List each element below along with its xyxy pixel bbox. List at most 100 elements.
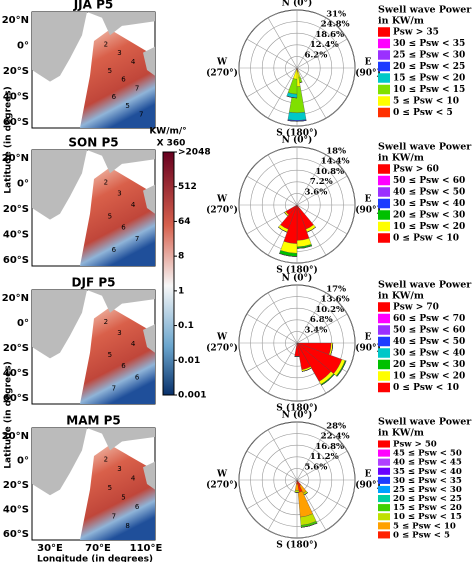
contour-label: 4: [131, 340, 136, 348]
petal-segment: [294, 490, 300, 493]
dir-label: (90°): [355, 480, 381, 491]
legend-swatch: [378, 61, 390, 72]
land-india: [87, 428, 155, 451]
contour-label: 2: [104, 40, 108, 48]
land-india: [87, 290, 155, 313]
land-africa: [32, 12, 87, 82]
legend-swatch: [378, 313, 390, 324]
legend-title: in KW/m: [378, 153, 424, 164]
legend-label: 10 ≤ Psw < 20: [393, 222, 465, 232]
legend-swatch: [378, 164, 390, 174]
legend-label: 25 ≤ Psw < 30: [393, 485, 462, 495]
contour-label: 6: [121, 76, 126, 84]
legend-swatch: [378, 210, 390, 220]
spoke: [296, 175, 348, 206]
colorbar-tick-label: 0.01: [178, 356, 200, 366]
lat-tick-label: 20°S: [3, 343, 29, 354]
lat-tick-label: 20°S: [3, 204, 29, 215]
dir-label: E: [365, 195, 372, 205]
lat-tick-label: 40°S: [3, 92, 29, 103]
legend-swatch: [378, 187, 390, 197]
contour-label: 4: [131, 58, 136, 66]
contour-label: 5: [108, 67, 112, 75]
legend-swatch: [378, 221, 390, 232]
dir-label: E: [365, 333, 372, 343]
lat-tick-label: 20°N: [2, 293, 29, 304]
legend-title: in KW/m: [378, 291, 424, 302]
legend-label: 20 ≤ Psw < 30: [393, 211, 465, 221]
legend-label: 15 ≤ Psw < 20: [393, 503, 462, 513]
legend-swatch: [378, 382, 390, 393]
dir-label: S (180°): [276, 540, 317, 551]
panel-title: MAM P5: [66, 414, 121, 428]
dir-label: N (0°): [282, 0, 313, 9]
y-axis-label: Latitude (in degrees): [4, 86, 14, 193]
legend-label: 5 ≤ Psw < 10: [393, 97, 459, 107]
colorbar-title: KW/m/°: [149, 127, 186, 137]
dir-label: W: [216, 195, 228, 205]
legend-label: 0 ≤ Psw < 10: [393, 234, 459, 244]
lat-tick-label: 20°S: [3, 66, 29, 77]
land-australia: [143, 184, 155, 214]
r-tick-label: 28%: [326, 421, 346, 431]
dir-label: W: [216, 470, 228, 480]
petal-segment: [287, 112, 307, 121]
contour-label: 7: [112, 384, 116, 392]
r-tick-label: 31%: [326, 9, 346, 19]
r-tick-label: 11.2%: [310, 452, 339, 462]
dir-label: W: [216, 333, 228, 343]
dir-label: W: [216, 58, 228, 68]
legend-swatch: [378, 107, 390, 118]
spoke: [296, 479, 348, 510]
legend-label: Psw > 35: [393, 28, 439, 38]
dir-label: E: [365, 470, 372, 480]
spoke: [296, 292, 327, 344]
legend-title: Swell wave Power: [378, 417, 472, 428]
ring: [238, 146, 356, 264]
legend-label: 45 ≤ Psw < 50: [393, 449, 462, 459]
panel-title: SON P5: [68, 136, 118, 150]
r-tick-label: 12.4%: [310, 40, 339, 50]
legend-label: 5 ≤ Psw < 10: [393, 521, 456, 531]
lon-tick-label: 110°E: [130, 543, 163, 554]
colorbar-title: X 360: [157, 139, 186, 149]
legend-title: Swell wave Power: [378, 142, 472, 153]
land-africa: [32, 428, 87, 496]
colorbar-tick-label: >2048: [178, 148, 211, 158]
panel-title: DJF P5: [72, 276, 116, 290]
legend-label: 60 ≤ Psw < 70: [393, 314, 465, 324]
contour-label: 2: [104, 455, 108, 463]
legend-label: 35 ≤ Psw < 40: [393, 467, 462, 477]
lat-tick-label: 40°S: [3, 368, 29, 379]
contour-label: 3: [117, 329, 121, 337]
spoke: [246, 175, 298, 206]
contour-label: 3: [117, 465, 121, 473]
contour-label: 3: [117, 49, 121, 57]
spoke: [246, 450, 298, 481]
legend-label: 40 ≤ Psw < 50: [393, 188, 465, 198]
colorbar-tick-label: 8: [178, 252, 184, 262]
x-axis-label: Longitude (in degrees): [37, 555, 153, 562]
colorbar-tick-label: 0.001: [178, 391, 206, 401]
spoke: [267, 67, 298, 119]
dir-label: N (0°): [282, 273, 313, 284]
lat-tick-label: 0°: [17, 41, 29, 52]
dir-label: S (180°): [276, 265, 317, 276]
r-tick-label: 17%: [326, 284, 346, 294]
spoke: [296, 67, 348, 98]
colorbar: [162, 151, 175, 396]
legend-swatch: [378, 522, 390, 530]
colorbar-tick-label: 64: [178, 217, 191, 227]
legend-swatch: [378, 467, 390, 475]
r-tick-label: 3.4%: [304, 325, 327, 335]
dir-label: (90°): [355, 343, 381, 354]
ring: [273, 456, 321, 504]
legend-label: 25 ≤ Psw < 30: [393, 51, 465, 61]
spoke: [267, 292, 298, 344]
legend-label: 0 ≤ Psw < 10: [393, 383, 459, 393]
land-africa: [32, 290, 87, 359]
legend-label: 30 ≤ Psw < 35: [393, 39, 465, 49]
contour-label: 6: [135, 373, 140, 381]
legend-swatch: [378, 504, 390, 512]
